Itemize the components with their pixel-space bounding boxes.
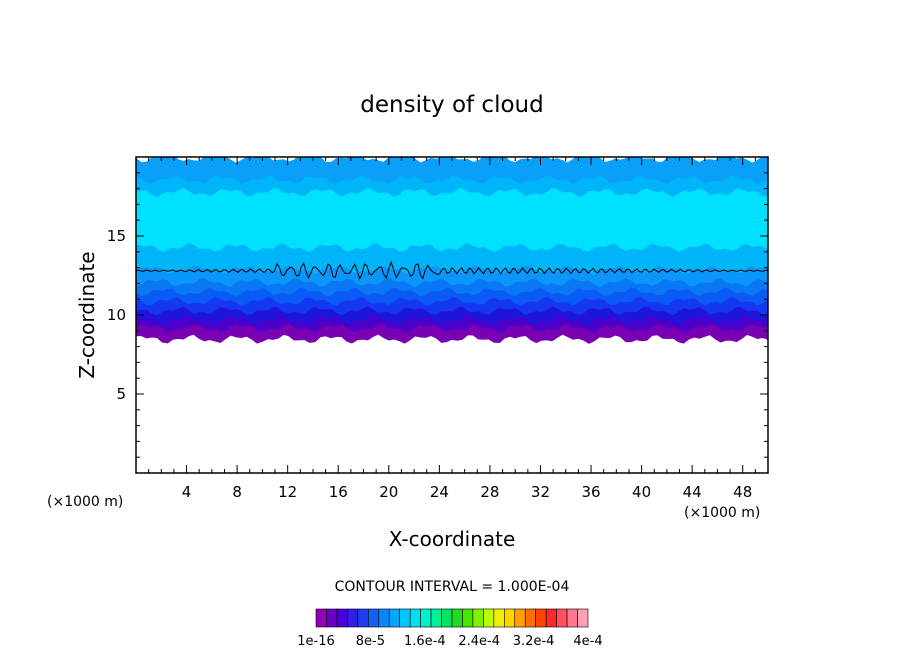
x-tick-label: 16 xyxy=(329,483,348,501)
x-tick-label: 24 xyxy=(430,483,449,501)
x-tick-label: 12 xyxy=(278,483,297,501)
colorbar-swatch xyxy=(441,608,453,628)
colorbar-label: 1e-16 xyxy=(297,634,335,649)
colorbar-swatch xyxy=(357,608,369,628)
colorbar-swatch xyxy=(451,608,463,628)
colorbar-swatch xyxy=(347,608,359,628)
colorbar-labels: 1e-16 8e-5 1.6e-4 2.4e-4 3.2e-4 4e-4 xyxy=(297,634,602,649)
axis-ticks xyxy=(136,157,768,473)
colorbar-swatch xyxy=(556,608,568,628)
colorbar-swatch xyxy=(388,608,400,628)
colorbar-swatch xyxy=(472,608,484,628)
colorbar-swatch xyxy=(378,608,390,628)
x-tick-label: 40 xyxy=(632,483,651,501)
x-unit-label-right: (×1000 m) xyxy=(684,505,760,521)
x-tick-label: 36 xyxy=(581,483,600,501)
colorbar xyxy=(315,608,589,628)
y-tick-label: 15 xyxy=(107,227,126,245)
contour-line xyxy=(136,260,768,281)
colorbar-swatch xyxy=(420,608,432,628)
y-axis-label: Z-coordinate xyxy=(75,251,99,378)
colorbar-swatch xyxy=(577,608,589,628)
colorbar-swatch xyxy=(409,608,421,628)
x-tick-label: 20 xyxy=(379,483,398,501)
y-tick-labels: 5 10 15 xyxy=(107,227,126,403)
colorbar-swatch xyxy=(430,608,442,628)
colorbar-label: 3.2e-4 xyxy=(513,634,555,649)
cloud-density-field xyxy=(136,157,768,344)
colorbar-swatch xyxy=(399,608,411,628)
colorbar-swatch xyxy=(336,608,348,628)
x-tick-labels: 4 8 12 16 20 24 28 32 36 40 44 48 xyxy=(182,483,752,501)
x-tick-label: 32 xyxy=(531,483,550,501)
colorbar-swatch xyxy=(545,608,557,628)
colorbar-swatch xyxy=(315,608,327,628)
colorbar-swatch xyxy=(524,608,536,628)
chart-title: density of cloud xyxy=(360,92,543,118)
colorbar-swatch xyxy=(566,608,578,628)
colorbar-swatch xyxy=(493,608,505,628)
x-tick-label: 44 xyxy=(683,483,702,501)
contour-interval-text: CONTOUR INTERVAL = 1.000E-04 xyxy=(335,579,570,595)
y-tick-label: 10 xyxy=(107,306,126,324)
x-tick-label: 8 xyxy=(232,483,242,501)
colorbar-swatch xyxy=(483,608,495,628)
colorbar-label: 4e-4 xyxy=(573,634,602,649)
colorbar-label: 1.6e-4 xyxy=(404,634,446,649)
colorbar-label: 2.4e-4 xyxy=(458,634,500,649)
x-tick-label: 48 xyxy=(733,483,752,501)
colorbar-swatch xyxy=(326,608,338,628)
colorbar-swatch xyxy=(535,608,547,628)
x-axis-label: X-coordinate xyxy=(389,527,516,551)
contour-lines xyxy=(136,260,768,281)
x-unit-label-left: (×1000 m) xyxy=(47,494,123,510)
colorbar-swatch xyxy=(462,608,474,628)
colorbar-swatch xyxy=(514,608,526,628)
y-tick-label: 5 xyxy=(116,385,126,403)
colorbar-swatch xyxy=(368,608,380,628)
x-tick-label: 4 xyxy=(182,483,192,501)
x-tick-label: 28 xyxy=(480,483,499,501)
colorbar-swatch xyxy=(504,608,516,628)
colorbar-label: 8e-5 xyxy=(356,634,385,649)
